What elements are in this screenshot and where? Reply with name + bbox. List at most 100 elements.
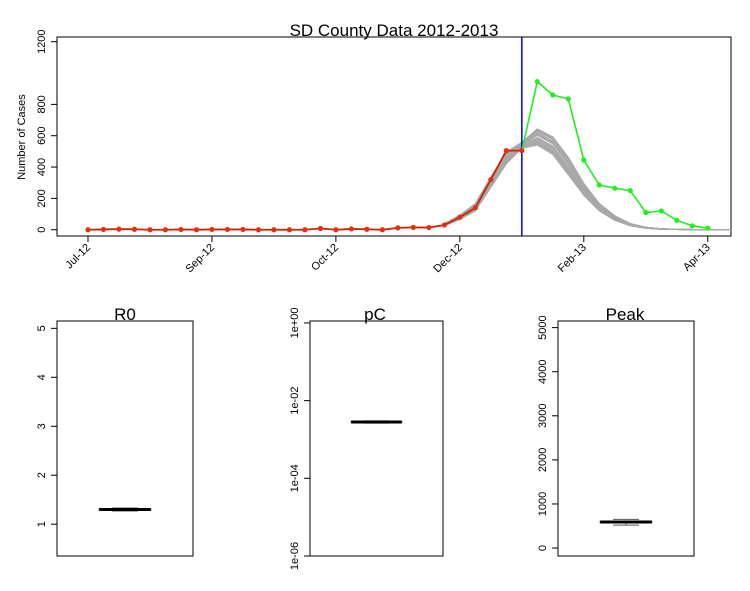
timeseries-panel: SD County Data 2012-2013 Number of Cases… bbox=[16, 21, 732, 275]
observed-point bbox=[441, 222, 447, 228]
x-tick-label: Sep-12 bbox=[183, 242, 217, 276]
box-y-tick-label: 1e-06 bbox=[289, 542, 301, 570]
y-tick-label: 600 bbox=[36, 127, 48, 145]
observed-point bbox=[302, 227, 308, 233]
observed-point bbox=[224, 226, 231, 233]
box-y-tick-label: 2000 bbox=[537, 448, 549, 472]
observed-point bbox=[364, 226, 370, 232]
box-y-tick-label: 1e-04 bbox=[289, 464, 301, 492]
actual-after-cutoff-point bbox=[643, 209, 649, 216]
simulation-trajectory bbox=[444, 132, 731, 231]
timeseries-plot-frame bbox=[56, 36, 732, 237]
y-tick-label: 200 bbox=[36, 189, 48, 207]
observed-point bbox=[410, 224, 416, 230]
observed-point bbox=[472, 205, 478, 211]
pc-title: pC bbox=[364, 305, 386, 324]
simulation-trajectory bbox=[444, 129, 731, 231]
x-tick-label: Dec-12 bbox=[431, 242, 465, 276]
r0-plot-frame bbox=[56, 320, 194, 557]
observed-point bbox=[162, 227, 169, 233]
observed-point bbox=[147, 227, 153, 233]
simulation-trajectory bbox=[444, 129, 731, 231]
observed-point bbox=[333, 227, 339, 233]
timeseries-y-axis-label: Number of Cases bbox=[16, 94, 28, 180]
x-tick-label: Oct-12 bbox=[309, 242, 341, 274]
pc-boxplot-panel: pC 1e-06 1e-04 1e-02 1e+00 bbox=[289, 305, 444, 570]
peak-title: Peak bbox=[606, 305, 645, 324]
observed-point bbox=[379, 227, 385, 233]
simulation-trajectory bbox=[444, 128, 731, 231]
observed-point bbox=[395, 225, 401, 231]
observed-point bbox=[286, 227, 293, 233]
series-lines-group bbox=[85, 37, 711, 236]
actual-after-cutoff-line bbox=[521, 80, 708, 229]
actual-after-cutoff-point bbox=[581, 157, 587, 163]
simulation-trajectory bbox=[444, 129, 731, 231]
observed-point bbox=[457, 214, 463, 220]
box-y-tick-label: 1000 bbox=[537, 492, 549, 516]
peak-boxplot-panel: Peak 0 1000 2000 3000 4000 5000 bbox=[537, 305, 695, 557]
actual-after-cutoff-point bbox=[612, 185, 618, 191]
box-y-tick-label: 1e-02 bbox=[289, 387, 301, 415]
simulation-trajectory bbox=[444, 128, 731, 231]
box-y-tick-label: 0 bbox=[537, 545, 549, 551]
pc-plot-frame bbox=[309, 320, 444, 557]
simulation-trajectory bbox=[444, 132, 731, 231]
x-tick-label: Feb-13 bbox=[556, 242, 589, 275]
simulation-trajectory bbox=[444, 130, 731, 231]
observed-point bbox=[519, 148, 525, 154]
actual-after-cutoff-point bbox=[705, 225, 711, 231]
actual-after-cutoff-point bbox=[627, 187, 633, 194]
r0-title: R0 bbox=[114, 305, 136, 324]
y-tick-label: 0 bbox=[36, 227, 48, 233]
simulation-trajectory bbox=[444, 132, 731, 231]
observed-point bbox=[317, 225, 324, 232]
box-y-tick-label: 1 bbox=[36, 521, 48, 527]
observed-point bbox=[85, 227, 91, 233]
observed-point bbox=[271, 227, 277, 233]
box-y-tick-label: 2 bbox=[36, 472, 48, 478]
y-tick-label: 1200 bbox=[36, 29, 48, 53]
observed-point bbox=[240, 226, 246, 233]
actual-after-cutoff-point bbox=[658, 208, 664, 214]
simulation-trajectory bbox=[444, 128, 731, 231]
observed-point bbox=[100, 226, 107, 233]
x-tick-label: Jul-12 bbox=[63, 242, 93, 272]
peak-plot-frame bbox=[557, 320, 695, 557]
observed-point bbox=[193, 227, 200, 233]
actual-after-cutoff-point bbox=[689, 223, 695, 229]
simulation-trajectory bbox=[444, 129, 731, 231]
x-tick-label: Apr-13 bbox=[681, 242, 713, 274]
timeseries-axes-group: 0 200 400 600 800 1200 Jul-12 Sep-12 Oct-12 Dec-1… bbox=[36, 29, 713, 275]
box-y-tick-label: 3000 bbox=[537, 404, 549, 428]
observed-point bbox=[503, 148, 509, 154]
observed-point bbox=[131, 226, 138, 232]
actual-after-cutoff-point bbox=[550, 92, 556, 98]
actual-after-cutoff-point bbox=[674, 217, 680, 223]
box-y-tick-label: 5 bbox=[36, 325, 48, 331]
box-y-tick-label: 1e+00 bbox=[289, 307, 301, 338]
box-y-tick-label: 5000 bbox=[537, 315, 549, 339]
box-y-tick-label: 3 bbox=[36, 423, 48, 429]
box-y-tick-label: 4 bbox=[36, 374, 48, 380]
observed-point bbox=[178, 226, 184, 233]
simulation-trajectory bbox=[444, 132, 731, 231]
observed-point bbox=[209, 226, 215, 233]
simulation-trajectory bbox=[444, 129, 731, 231]
simulation-trajectory bbox=[444, 128, 731, 231]
actual-after-cutoff-point bbox=[534, 79, 540, 85]
simulation-band-group bbox=[444, 128, 731, 231]
simulation-trajectory bbox=[444, 130, 731, 231]
simulation-trajectory bbox=[444, 128, 731, 231]
timeseries-title: SD County Data 2012-2013 bbox=[290, 21, 499, 40]
simulation-trajectory bbox=[444, 129, 731, 231]
actual-after-cutoff-point bbox=[565, 96, 571, 102]
simulation-trajectory bbox=[444, 129, 731, 231]
simulation-trajectory bbox=[444, 130, 731, 231]
observed-point bbox=[348, 226, 354, 232]
simulation-trajectory bbox=[444, 132, 731, 231]
observed-line bbox=[87, 149, 522, 231]
box-y-tick-label: 4000 bbox=[537, 359, 549, 383]
